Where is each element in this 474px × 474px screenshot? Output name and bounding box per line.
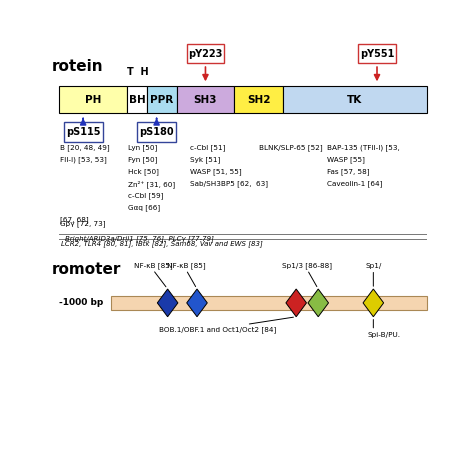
FancyBboxPatch shape — [147, 86, 177, 113]
FancyBboxPatch shape — [187, 44, 224, 64]
Text: rotein: rotein — [52, 59, 103, 73]
Text: romoter: romoter — [52, 263, 121, 277]
Text: Lyn [50]: Lyn [50] — [128, 145, 157, 151]
Text: LCR2, TLR4 [80, 81], IBtk [82], Sam68, Vav and EWS [83]: LCR2, TLR4 [80, 81], IBtk [82], Sam68, V… — [61, 240, 263, 247]
Text: -1000 bp: -1000 bp — [59, 298, 103, 307]
Text: Fas [57, 58]: Fas [57, 58] — [328, 169, 370, 175]
Text: NF-κB [85]: NF-κB [85] — [167, 262, 205, 269]
Text: Hck [50]: Hck [50] — [128, 169, 158, 175]
FancyBboxPatch shape — [234, 86, 283, 113]
Text: Gαq [66]: Gαq [66] — [128, 205, 160, 211]
Text: PPR: PPR — [150, 95, 174, 105]
Text: TK: TK — [347, 95, 363, 105]
Text: NF-κB [85]: NF-κB [85] — [134, 262, 172, 269]
Text: WASP [51, 55]: WASP [51, 55] — [190, 169, 241, 175]
Text: BH: BH — [129, 95, 146, 105]
Polygon shape — [308, 289, 328, 317]
Text: Bright/ARID3a/Dril1 [75, 76], PLCγ [77-79]: Bright/ARID3a/Dril1 [75, 76], PLCγ [77-7… — [65, 235, 214, 242]
Text: c-Cbl [51]: c-Cbl [51] — [190, 145, 225, 151]
Text: BAP-135 (TFII-I) [53,: BAP-135 (TFII-I) [53, — [328, 145, 400, 151]
Text: Caveolin-1 [64]: Caveolin-1 [64] — [328, 181, 383, 187]
Text: Sp1/: Sp1/ — [365, 263, 382, 269]
Text: B [20, 48, 49]: B [20, 48, 49] — [60, 145, 109, 151]
Text: SH2: SH2 — [247, 95, 270, 105]
Text: WASP [55]: WASP [55] — [328, 156, 365, 163]
FancyBboxPatch shape — [358, 44, 396, 64]
FancyBboxPatch shape — [283, 86, 427, 113]
Text: Fyn [50]: Fyn [50] — [128, 156, 157, 163]
Text: BLNK/SLP-65 [52]: BLNK/SLP-65 [52] — [259, 145, 323, 151]
Text: Zn²⁺ [31, 60]: Zn²⁺ [31, 60] — [128, 181, 175, 188]
Text: SH3: SH3 — [193, 95, 217, 105]
Polygon shape — [187, 289, 207, 317]
Text: Syk [51]: Syk [51] — [190, 156, 220, 163]
Text: Gβγ [72, 73]: Gβγ [72, 73] — [60, 220, 105, 227]
FancyBboxPatch shape — [127, 86, 147, 113]
Text: Spi-B/PU.: Spi-B/PU. — [368, 332, 401, 338]
Text: PH: PH — [85, 95, 101, 105]
Text: Sp1/3 [86-88]: Sp1/3 [86-88] — [282, 262, 332, 269]
FancyBboxPatch shape — [64, 122, 102, 142]
Text: pY551: pY551 — [360, 49, 394, 59]
Text: T  H: T H — [128, 67, 149, 77]
Polygon shape — [286, 289, 307, 317]
FancyBboxPatch shape — [59, 86, 127, 113]
FancyBboxPatch shape — [137, 122, 176, 142]
Text: [67, 68]: [67, 68] — [60, 217, 88, 224]
FancyBboxPatch shape — [110, 296, 427, 310]
Text: Sab/SH3BP5 [62,  63]: Sab/SH3BP5 [62, 63] — [190, 181, 268, 187]
Text: BOB.1/OBF.1 and Oct1/Oct2 [84]: BOB.1/OBF.1 and Oct1/Oct2 [84] — [159, 326, 276, 333]
Polygon shape — [363, 289, 383, 317]
Polygon shape — [157, 289, 178, 317]
Text: pY223: pY223 — [188, 49, 223, 59]
Text: FII-I) [53, 53]: FII-I) [53, 53] — [60, 156, 106, 163]
Text: pS180: pS180 — [139, 127, 174, 137]
Text: pS115: pS115 — [66, 127, 100, 137]
Text: c-Cbl [59]: c-Cbl [59] — [128, 192, 163, 200]
FancyBboxPatch shape — [177, 86, 234, 113]
